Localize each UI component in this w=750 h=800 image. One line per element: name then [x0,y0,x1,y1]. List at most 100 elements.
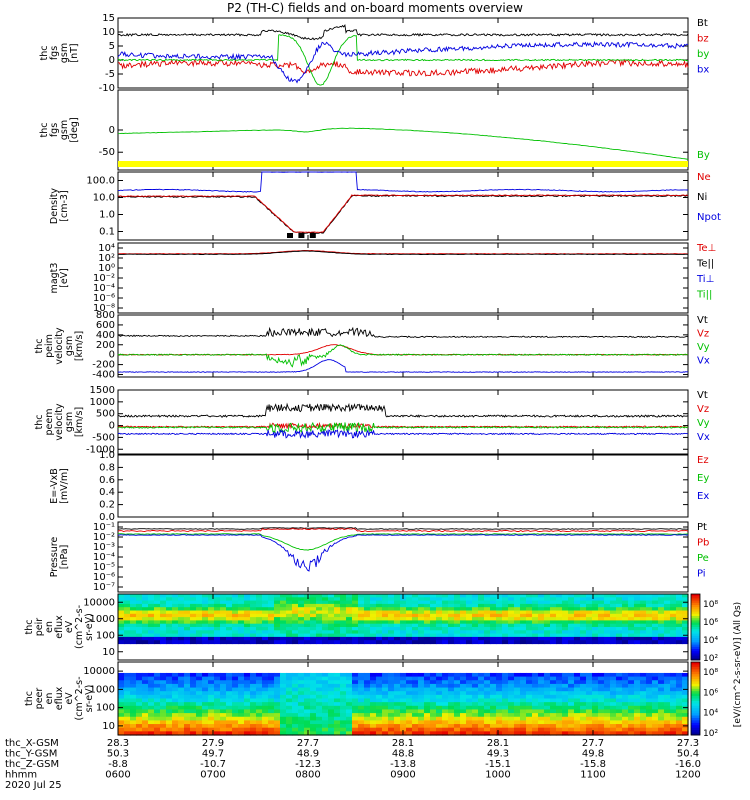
heatmap-cell [292,613,299,618]
heatmap-cell [130,630,137,635]
heatmap-cell [508,672,515,678]
heatmap-cell [532,620,539,625]
heatmap-cell [256,617,263,621]
heatmap-cell [490,623,497,628]
heatmap-cell [412,720,419,725]
heatmap-cell [568,640,575,645]
heatmap-cell [484,724,491,729]
heatmap-cell [430,617,437,621]
heatmap-cell [148,630,155,635]
heatmap-cell [430,676,437,681]
heatmap-cell [652,672,659,678]
heatmap-cell [652,680,659,685]
heatmap-cell [514,698,521,703]
heatmap-cell [160,720,167,725]
heatmap-cell [514,709,521,714]
y-axis-label: peer [34,688,45,710]
heatmap-cell [664,594,671,598]
heatmap-cell [286,613,293,618]
heatmap-cell [550,705,557,711]
heatmap-cell [346,597,353,602]
heatmap-cell [196,603,203,608]
heatmap-cell [268,702,275,707]
heatmap-cell [610,683,617,689]
heatmap-cell [634,672,641,678]
heatmap-cell [484,731,491,736]
heatmap-cell [352,676,359,681]
heatmap-cell [298,731,305,736]
heatmap-cell [676,720,683,725]
heatmap-cell [202,630,209,635]
heatmap-cell [142,617,149,621]
heatmap-cell [250,680,257,685]
heatmap-cell [346,731,353,736]
heatmap-cell [382,620,389,625]
heatmap-cell [340,731,347,736]
heatmap-cell [496,623,503,628]
heatmap-cell [340,683,347,689]
heatmap-cell [376,698,383,703]
heatmap-cell [142,610,149,615]
heatmap-cell [592,724,599,729]
heatmap-cell [406,698,413,703]
heatmap-cell [562,698,569,703]
heatmap-cell [514,640,521,645]
heatmap-cell [574,687,581,692]
heatmap-cell [232,607,239,612]
heatmap-cell [586,672,593,678]
heatmap-cell [376,610,383,615]
heatmap-cell [262,705,269,711]
heatmap-cell [274,687,281,692]
y-tick-label: 10⁻⁵ [93,562,115,573]
heatmap-cell [442,630,449,635]
heatmap-cell [220,680,227,685]
heatmap-cell [508,687,515,692]
heatmap-cell [616,705,623,711]
heatmap-cell [136,636,143,641]
heatmap-cell [322,731,329,736]
heatmap-cell [538,683,545,689]
heatmap-cell [220,620,227,625]
heatmap-cell [202,694,209,700]
heatmap-cell [310,709,317,714]
heatmap-cell [214,600,221,605]
heatmap-cell [184,617,191,621]
heatmap-cell [562,713,569,718]
heatmap-cell [652,691,659,696]
heatmap-cell [502,613,509,618]
heatmap-cell [250,687,257,692]
heatmap-cell [616,720,623,725]
heatmap-cell [148,672,155,678]
heatmap-cell [478,713,485,718]
heatmap-cell [202,603,209,608]
heatmap-cell [484,627,491,631]
heatmap-cell [550,610,557,615]
heatmap-cell [352,698,359,703]
heatmap-cell [310,613,317,618]
heatmap-cell [244,727,251,732]
heatmap-cell [346,603,353,608]
heatmap-cell [424,731,431,736]
heatmap-cell [610,597,617,602]
heatmap-cell [394,633,401,638]
heatmap-cell [394,691,401,696]
heatmap-cell [646,672,653,678]
heatmap-cell [580,630,587,635]
heatmap-cell [580,613,587,618]
heatmap-cell [334,691,341,696]
heatmap-cell [124,594,131,598]
heatmap-cell [586,627,593,631]
heatmap-cell [460,691,467,696]
heatmap-cell [214,620,221,625]
heatmap-cell [454,630,461,635]
heatmap-cell [364,630,371,635]
heatmap-cell [346,600,353,605]
heatmap-cell [640,731,647,736]
heatmap-cell [622,600,629,605]
heatmap-cell [676,691,683,696]
heatmap-cell [352,727,359,732]
heatmap-cell [136,694,143,700]
heatmap-cell [454,720,461,725]
heatmap-cell [364,633,371,638]
heatmap-cell [136,676,143,681]
